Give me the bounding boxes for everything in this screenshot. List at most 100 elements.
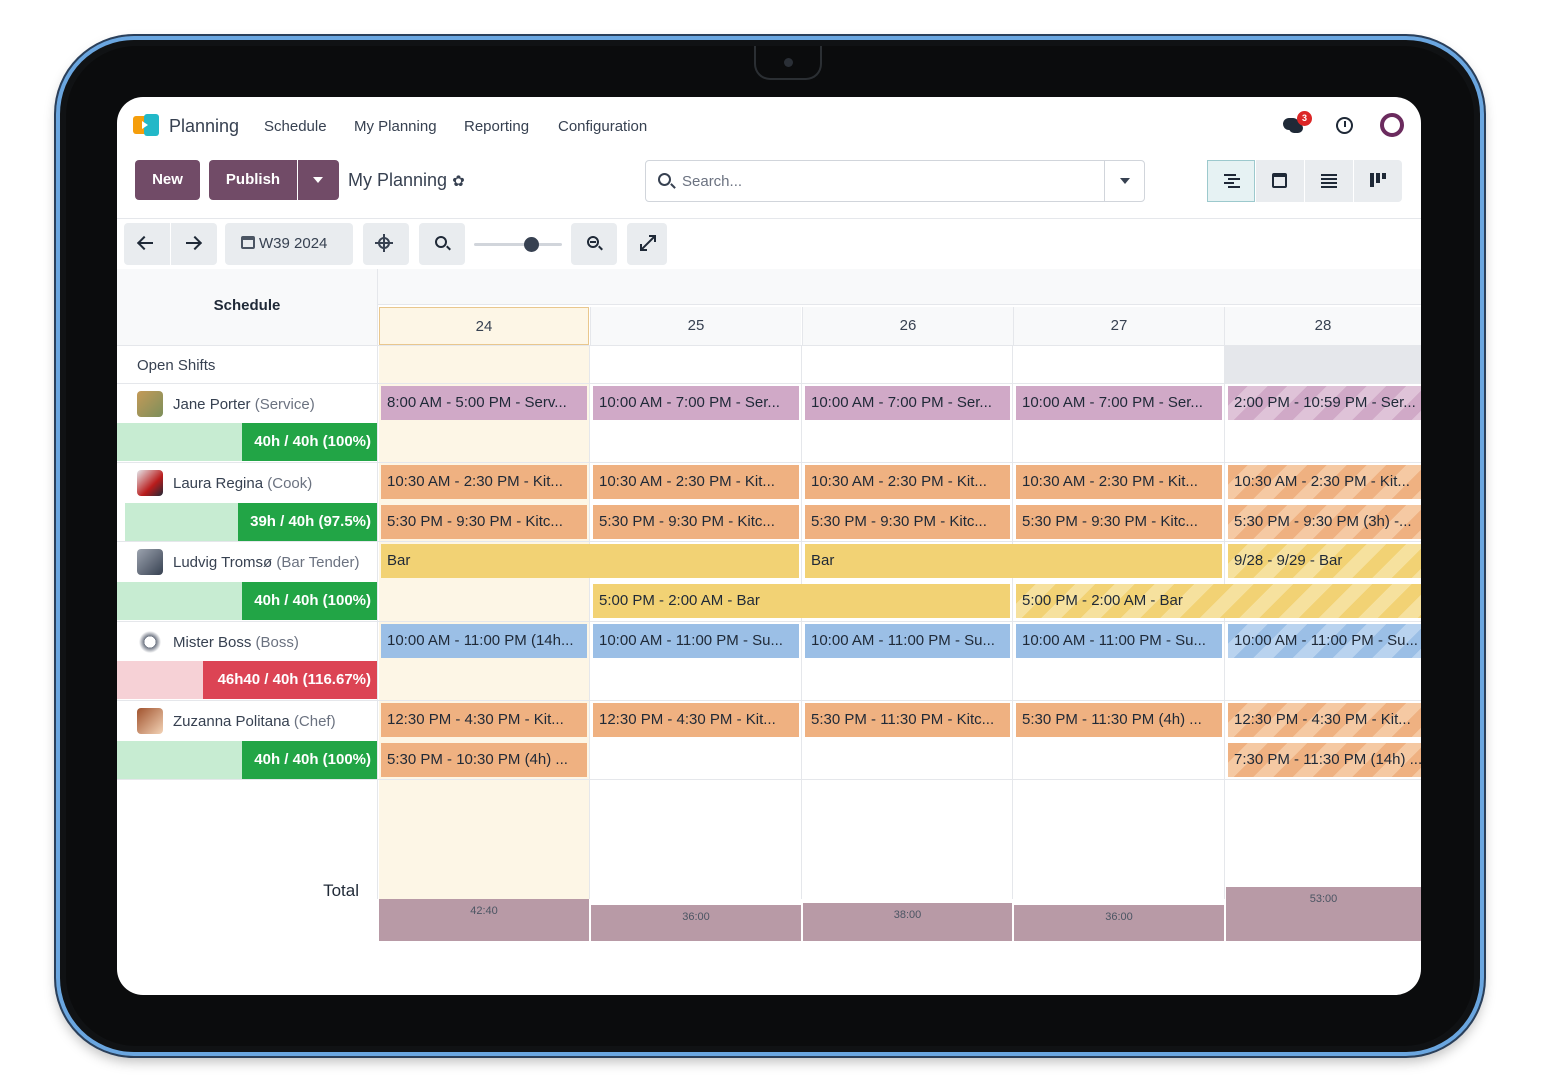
shift-bar[interactable]: 5:00 PM - 2:00 AM - Bar [593,584,1010,618]
shift-bar[interactable]: 5:30 PM - 9:30 PM (3h) -... [1228,505,1421,539]
menu-reporting[interactable]: Reporting [464,118,530,135]
day-header-25[interactable]: 25 [590,307,801,345]
workload-label: 40h / 40h (100%) [242,741,377,779]
shift-bar[interactable]: 10:00 AM - 11:00 PM - Su... [1016,624,1222,658]
shift-bar[interactable]: 5:30 PM - 9:30 PM - Kitc... [593,505,799,539]
resource-name: Jane Porter [173,396,251,413]
shift-bar[interactable]: 5:30 PM - 11:30 PM (4h) ... [1016,703,1222,737]
total-bar: 38:00 [803,903,1012,941]
shift-bar[interactable]: 5:30 PM - 11:30 PM - Kitc... [805,703,1010,737]
resource-row-laura-regina[interactable]: Laura Regina (Cook) [117,463,377,503]
shift-bar[interactable]: 8:00 AM - 5:00 PM - Serv... [381,386,587,420]
menu-configuration[interactable]: Configuration [558,118,648,135]
shift-bar[interactable]: 12:30 PM - 4:30 PM - Kit... [593,703,799,737]
avatar [137,708,163,734]
user-avatar[interactable] [1380,113,1404,137]
shift-bar[interactable]: 10:00 AM - 11:00 PM - Su... [805,624,1010,658]
gantt-view-button[interactable] [1207,160,1255,202]
total-bar: 53:00 [1226,887,1421,941]
total-bar: 42:40 [379,899,589,941]
chat-badge: 3 [1297,111,1312,126]
chevron-down-icon [313,177,323,183]
resource-role: (Bar Tender) [276,554,360,571]
page-title: My Planning ✿ [348,170,465,191]
zoom-out-icon [435,236,447,248]
shift-bar[interactable]: 10:00 AM - 7:00 PM - Ser... [593,386,799,420]
resource-row-ludvig-tromso[interactable]: Ludvig Tromsø (Bar Tender) [117,542,377,582]
shift-bar[interactable]: 5:30 PM - 10:30 PM (4h) ... [381,743,587,777]
resource-name: Ludvig Tromsø [173,554,273,571]
zoom-in-button[interactable] [571,223,617,265]
zoom-out-button[interactable] [419,223,465,265]
day-header-28[interactable]: 28 [1224,307,1421,345]
menu-my-planning[interactable]: My Planning [354,118,437,135]
shift-bar[interactable]: Bar [805,544,1222,578]
zoom-slider[interactable] [474,243,562,246]
shift-bar[interactable]: Bar [381,544,799,578]
shift-bar[interactable]: 5:00 PM - 2:00 AM - Bar [1016,584,1421,618]
search-bar [645,160,1145,202]
app-title[interactable]: Planning [169,116,240,136]
shift-bar[interactable]: 9/28 - 9/29 - Bar [1228,544,1421,578]
zoom-slider-thumb[interactable] [524,237,539,252]
resource-row-jane-porter[interactable]: Jane Porter (Service) [117,384,377,424]
clock-icon[interactable] [1336,117,1353,134]
shift-bar[interactable]: 10:30 AM - 2:30 PM - Kit... [1016,465,1222,499]
publish-dropdown-button[interactable] [298,160,339,200]
workload-label: 40h / 40h (100%) [242,423,377,461]
workload-label: 46h40 / 40h (116.67%) [203,661,377,699]
today-column [379,345,589,899]
shift-bar[interactable]: 12:30 PM - 4:30 PM - Kit... [1228,703,1421,737]
resource-row-mister-boss[interactable]: Mister Boss (Boss) [117,622,377,662]
total-bar: 36:00 [1014,905,1224,941]
resource-row-zuzanna-politana[interactable]: Zuzanna Politana (Chef) [117,701,377,741]
shift-bar[interactable]: 10:00 AM - 11:00 PM (14h... [381,624,587,658]
shift-bar[interactable]: 10:30 AM - 2:30 PM - Kit... [805,465,1010,499]
publish-button[interactable]: Publish [209,160,297,200]
arrow-left-icon [139,242,153,244]
search-input[interactable] [682,170,1092,192]
shift-bar[interactable]: 10:30 AM - 2:30 PM - Kit... [1228,465,1421,499]
shift-bar[interactable]: 7:30 PM - 11:30 PM (14h) ... [1228,743,1421,777]
shift-bar[interactable]: 5:30 PM - 9:30 PM - Kitc... [805,505,1010,539]
shift-bar[interactable]: 10:00 AM - 7:00 PM - Ser... [805,386,1010,420]
shift-bar[interactable]: 10:30 AM - 2:30 PM - Kit... [381,465,587,499]
new-button[interactable]: New [135,160,200,200]
zoom-in-icon [587,236,599,248]
resource-role: (Chef) [293,713,336,730]
shift-bar[interactable]: 10:30 AM - 2:30 PM - Kit... [593,465,799,499]
focus-today-button[interactable] [363,223,409,265]
chat-icon[interactable]: 3 [1283,111,1312,137]
shift-bar[interactable]: 5:30 PM - 9:30 PM - Kitc... [381,505,587,539]
expand-button[interactable] [627,223,667,265]
resource-role: (Boss) [255,634,299,651]
total-label: Total [323,881,359,900]
shift-bar[interactable]: 10:00 AM - 11:00 PM - Su... [1228,624,1421,658]
list-view-button[interactable] [1305,160,1353,202]
calendar-view-button[interactable] [1256,160,1304,202]
search-options-chevron-icon[interactable] [1120,178,1130,184]
open-shifts-label: Open Shifts [137,357,216,374]
day-header-26[interactable]: 26 [802,307,1013,345]
day-header-24[interactable]: 24 [379,307,589,345]
previous-week-button[interactable] [124,223,170,265]
calendar-icon [241,236,255,249]
list-view-icon [1321,173,1337,188]
shift-bar[interactable]: 10:00 AM - 11:00 PM - Su... [593,624,799,658]
tablet-notch [754,46,822,80]
shift-bar[interactable]: 5:30 PM - 9:30 PM - Kitc... [1016,505,1222,539]
week-picker-button[interactable]: W39 2024 [225,223,353,265]
shift-bar[interactable]: 2:00 PM - 10:59 PM - Ser... [1228,386,1421,420]
gear-icon[interactable]: ✿ [452,173,465,190]
gantt-chart: Schedule 24 25 26 27 28 Open Shifts [117,269,1421,969]
workload-label: 40h / 40h (100%) [242,582,377,620]
day-header-27[interactable]: 27 [1013,307,1224,345]
top-navbar: Planning Schedule My Planning Reporting … [117,97,1421,153]
next-week-button[interactable] [171,223,217,265]
kanban-view-button[interactable] [1354,160,1402,202]
shift-bar[interactable]: 12:30 PM - 4:30 PM - Kit... [381,703,587,737]
shift-bar[interactable]: 10:00 AM - 7:00 PM - Ser... [1016,386,1222,420]
app-logo[interactable] [133,114,161,136]
menu-schedule[interactable]: Schedule [264,118,327,135]
workload-label: 39h / 40h (97.5%) [238,503,377,541]
